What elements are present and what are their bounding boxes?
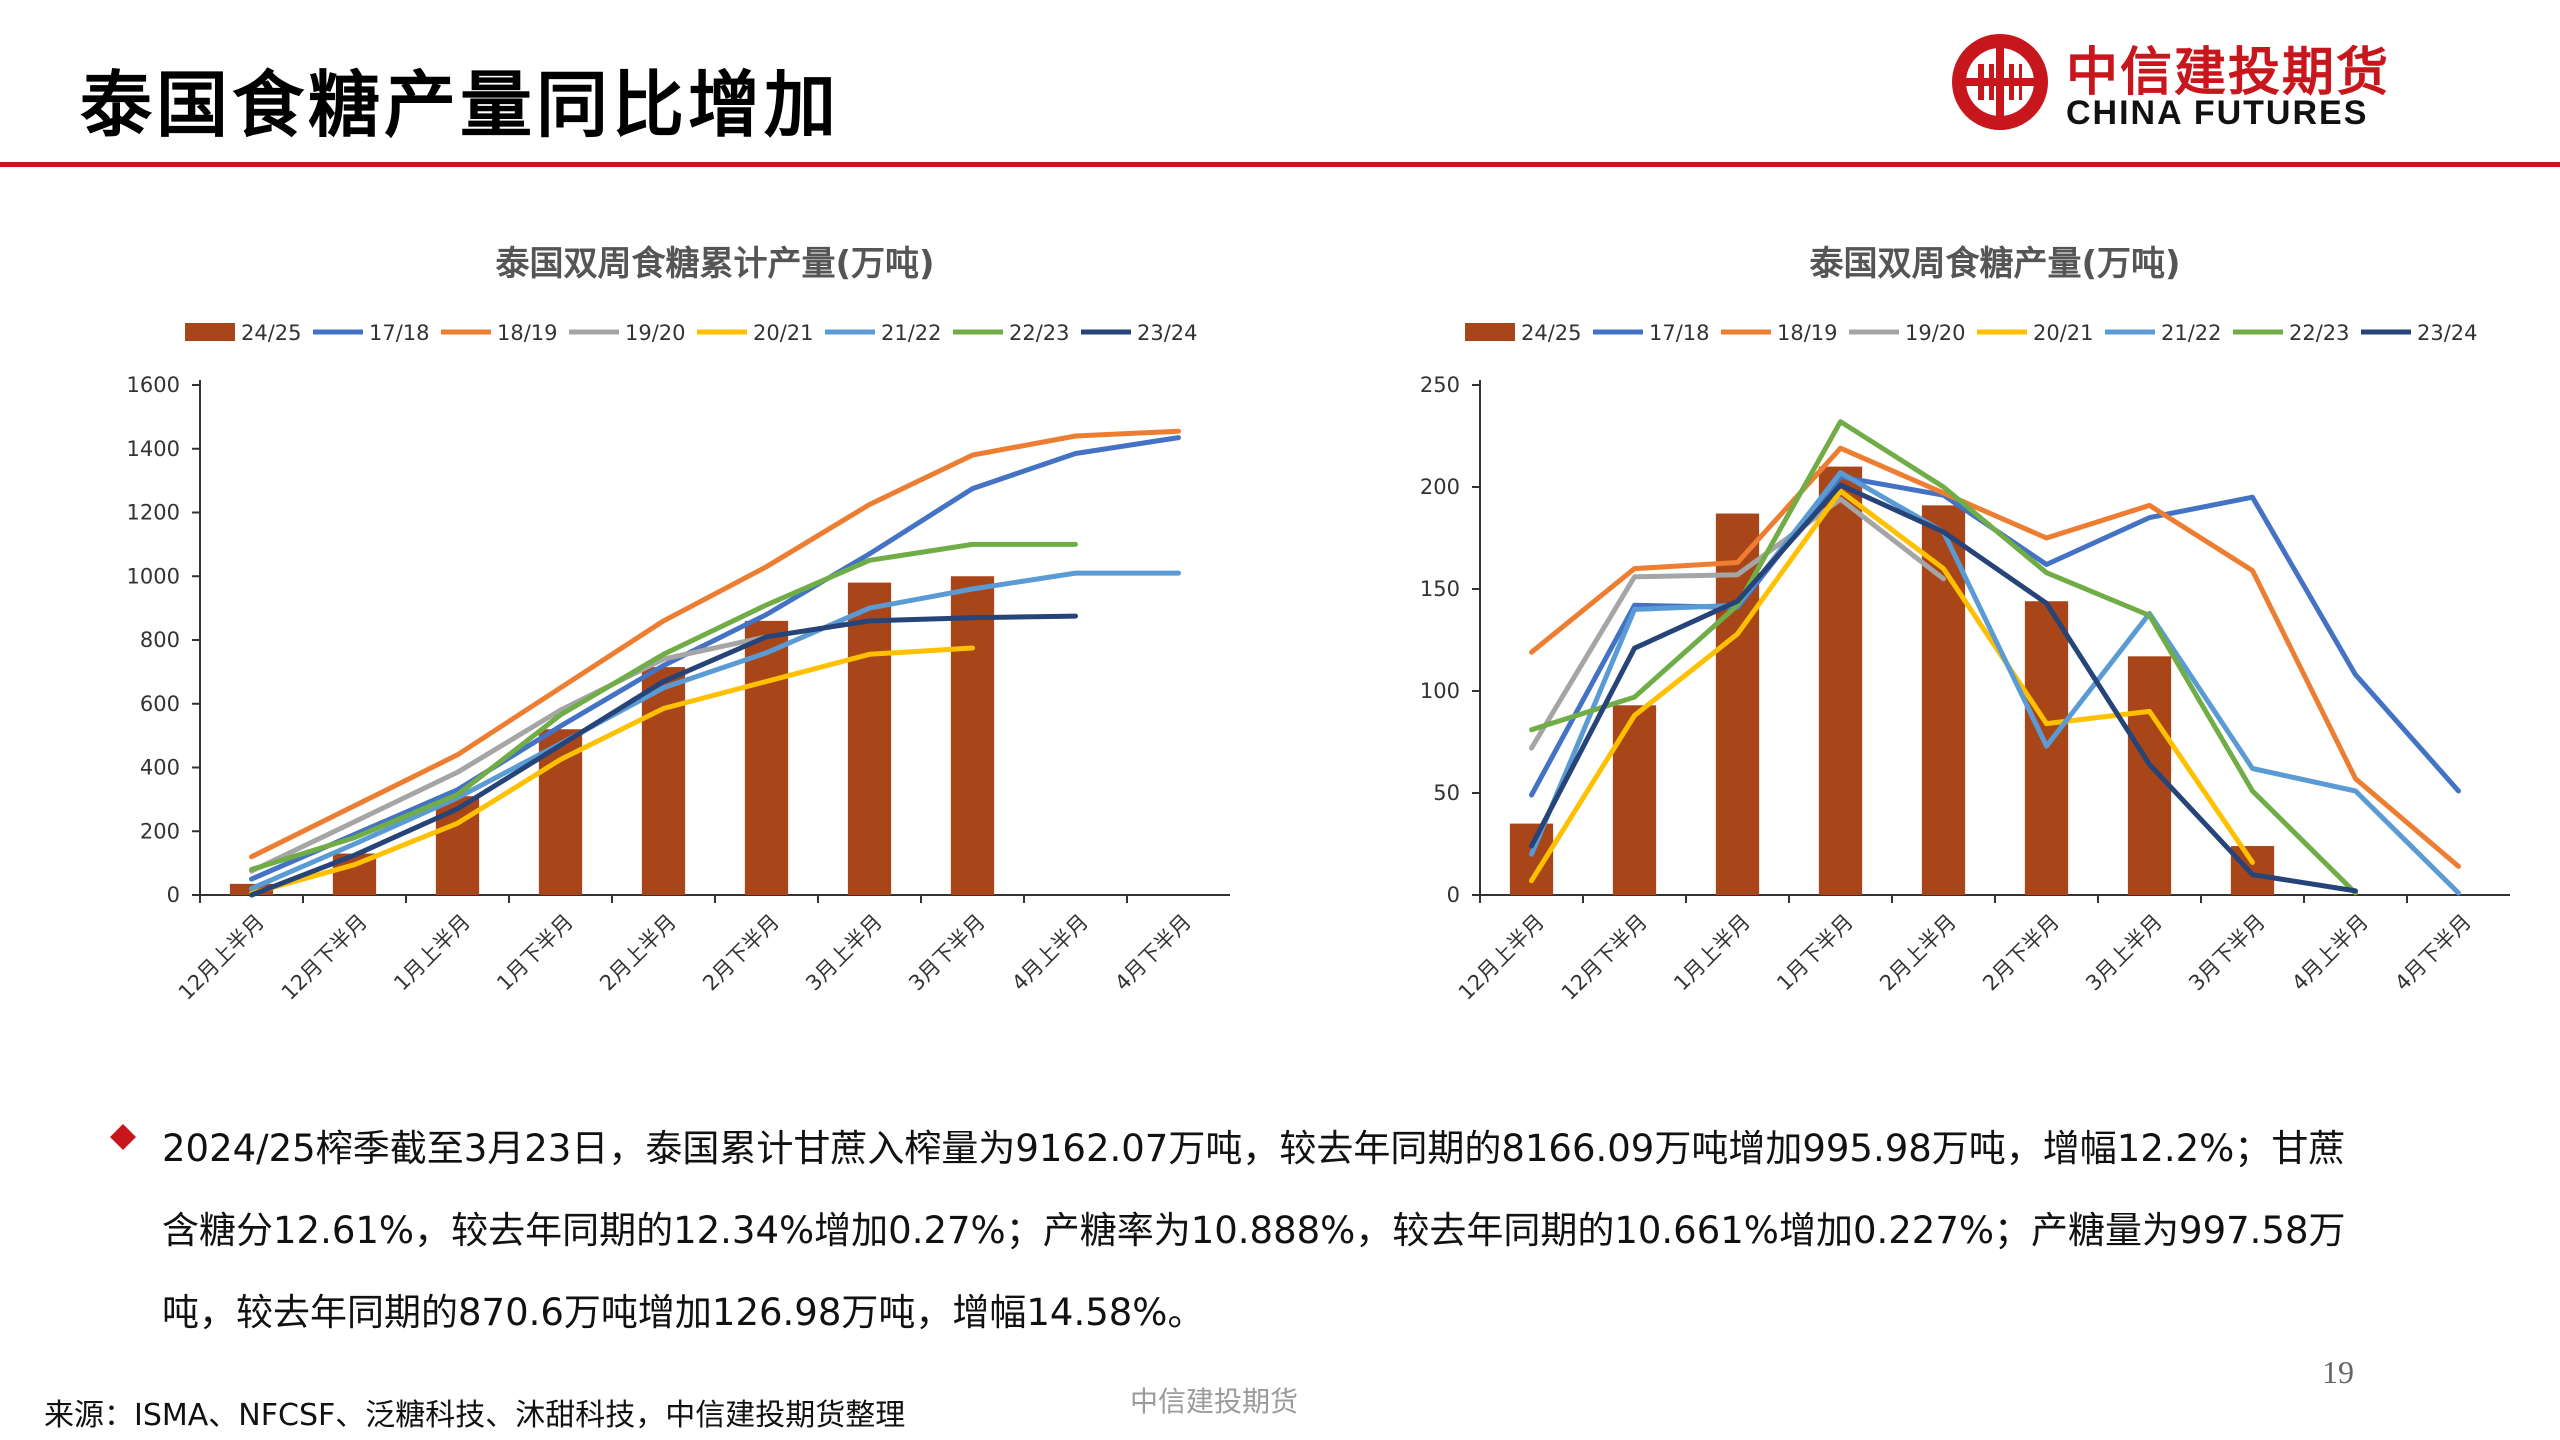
bar-24/25 xyxy=(2230,846,2275,895)
x-tick-label: 1月上半月 xyxy=(1669,910,1755,996)
bar-24/25 xyxy=(1612,705,1657,895)
x-tick-label: 4月上半月 xyxy=(2287,910,2373,996)
y-tick-label: 250 xyxy=(1420,373,1460,397)
series-line-23/24 xyxy=(249,613,1078,898)
page-number: 19 xyxy=(2322,1354,2354,1390)
y-tick-label: 1600 xyxy=(127,373,180,397)
logo-chinese-name: 中信建投期货 xyxy=(2066,42,2391,103)
series-line-18/19 xyxy=(249,428,1181,860)
y-tick-label: 50 xyxy=(1433,781,1460,805)
x-tick-label: 1月下半月 xyxy=(1772,910,1858,996)
legend-label: 19/20 xyxy=(625,321,686,345)
summary-paragraph: 2024/25榨季截至3月23日，泰国累计甘蔗入榨量为9162.07万吨，较去年… xyxy=(162,1127,2346,1334)
footer-company: 中信建投期货 xyxy=(1130,1385,1299,1418)
bar-24/25 xyxy=(1715,513,1760,895)
series-line-23/24 xyxy=(1529,482,2358,894)
x-tick-label: 2月上半月 xyxy=(595,910,681,996)
cumulative-production-chart: 泰国双周食糖累计产量(万吨) 24/25 17/18 18/19 19/20 20/21 2… xyxy=(20,230,1270,1080)
chart-legend: 24/25 17/18 18/19 19/20 20/21 21/22 22/23 23/24 xyxy=(1465,321,2478,345)
legend-label: 22/23 xyxy=(2289,321,2350,345)
x-tick-label: 12月下半月 xyxy=(277,910,372,1005)
legend-label: 19/20 xyxy=(1905,321,1966,345)
bar-24/25 xyxy=(950,576,995,895)
y-tick-label: 1000 xyxy=(127,564,180,588)
y-tick-label: 0 xyxy=(167,883,180,907)
series-line-22/23 xyxy=(1529,419,2358,896)
legend-label: 23/24 xyxy=(2417,321,2478,345)
cumulative-production-chart-svg: 泰国双周食糖累计产量(万吨)24/25 17/18 18/19 19/20 20/21 2… xyxy=(127,244,1230,1005)
bar-24/25 xyxy=(744,620,789,895)
legend-label: 21/22 xyxy=(881,321,942,345)
biweekly-production-chart-svg: 泰国双周食糖产量(万吨) 24/25 17/18 18/19 19/20 20/21 21/… xyxy=(1420,244,2510,1005)
x-tick-label: 3月下半月 xyxy=(904,910,990,996)
x-tick-label: 4月下半月 xyxy=(2390,910,2476,996)
series-line-21/22 xyxy=(1529,470,2461,896)
legend-label: 20/21 xyxy=(753,321,814,345)
legend-label: 18/19 xyxy=(497,321,558,345)
bar-24/25 xyxy=(641,667,686,895)
y-tick-label: 0 xyxy=(1447,883,1460,907)
x-tick-label: 3月上半月 xyxy=(2081,910,2167,996)
legend-swatch-24/25 xyxy=(1465,323,1515,341)
x-tick-label: 1月下半月 xyxy=(492,910,578,996)
source-note: 来源：ISMA、NFCSF、泛糖科技、沐甜科技，中信建投期货整理 xyxy=(44,1398,906,1433)
logo-english-name: CHINA FUTURES xyxy=(2066,94,2369,132)
legend-label: 23/24 xyxy=(1137,321,1198,345)
series-line-18/19 xyxy=(1529,445,2461,869)
series-line-17/18 xyxy=(249,435,1181,882)
legend-label: 17/18 xyxy=(1649,321,1710,345)
series-line-19/20 xyxy=(249,634,769,874)
y-tick-label: 800 xyxy=(140,628,180,652)
x-tick-label: 12月下半月 xyxy=(1557,910,1652,1005)
chart-title: 泰国双周食糖累计产量(万吨) xyxy=(495,244,934,284)
x-tick-label: 1月上半月 xyxy=(389,910,475,996)
series-line-21/22 xyxy=(249,570,1181,892)
bar-24/25 xyxy=(847,582,892,895)
legend-swatch-24/25 xyxy=(185,323,235,341)
legend-label: 21/22 xyxy=(2161,321,2222,345)
legend-label: 24/25 xyxy=(1521,321,1582,345)
x-tick-label: 12月上半月 xyxy=(174,910,269,1005)
x-tick-label: 3月上半月 xyxy=(801,910,887,996)
citic-logo-icon xyxy=(1952,34,2048,130)
y-tick-label: 400 xyxy=(140,756,180,780)
legend-label: 18/19 xyxy=(1777,321,1838,345)
series-line-22/23 xyxy=(249,541,1078,872)
y-tick-label: 200 xyxy=(140,819,180,843)
x-tick-label: 4月下半月 xyxy=(1110,910,1196,996)
y-tick-label: 600 xyxy=(140,692,180,716)
x-tick-label: 2月下半月 xyxy=(1978,910,2064,996)
legend-label: 17/18 xyxy=(369,321,430,345)
legend-label: 20/21 xyxy=(2033,321,2094,345)
bar-24/25 xyxy=(1818,466,1863,895)
legend-label: 22/23 xyxy=(1009,321,1070,345)
page-title: 泰国食糖产量同比增加 xyxy=(80,62,841,147)
series-line-20/21 xyxy=(249,645,975,896)
x-tick-label: 2月下半月 xyxy=(698,910,784,996)
company-logo: 中信建投期货 CHINA FUTURES xyxy=(1948,30,2548,140)
series-line-20/21 xyxy=(1529,488,2255,884)
x-tick-label: 3月下半月 xyxy=(2184,910,2270,996)
chart-legend: 24/25 17/18 18/19 19/20 20/21 21/22 22/23 23/24 xyxy=(185,321,1198,345)
y-tick-label: 1400 xyxy=(127,437,180,461)
legend-label: 24/25 xyxy=(241,321,302,345)
bar-24/25 xyxy=(2127,656,2172,895)
y-tick-label: 1200 xyxy=(127,501,180,525)
header-divider xyxy=(0,162,2560,167)
chart-title: 泰国双周食糖产量(万吨) xyxy=(1809,244,2180,284)
y-tick-label: 200 xyxy=(1420,475,1460,499)
x-tick-label: 12月上半月 xyxy=(1454,910,1549,1005)
y-tick-label: 100 xyxy=(1420,679,1460,703)
biweekly-production-chart: 泰国双周食糖产量(万吨) 24/25 17/18 18/19 19/20 20/21 21/… xyxy=(1300,230,2550,1080)
x-tick-label: 2月上半月 xyxy=(1875,910,1961,996)
series-line-19/20 xyxy=(1529,496,1946,751)
y-tick-label: 150 xyxy=(1420,577,1460,601)
x-tick-label: 4月上半月 xyxy=(1007,910,1093,996)
